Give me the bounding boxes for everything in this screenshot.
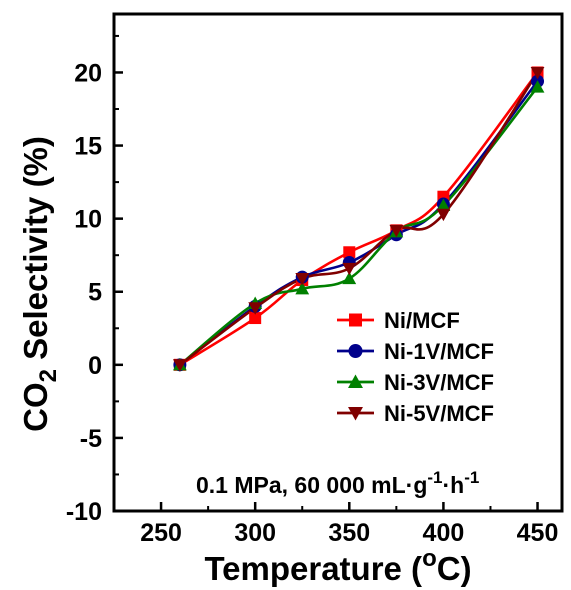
data-point-series-4: [530, 66, 545, 80]
data-point-series-4: [436, 208, 451, 222]
data-point-series-4: [389, 224, 404, 238]
tick-labels: 250 300 350 400 450 -10 -5 0 5 10 15 20: [66, 59, 559, 547]
y-tick-label: 10: [74, 206, 102, 234]
data-point-series-3: [342, 271, 357, 285]
data-point-series-3: [436, 198, 451, 212]
x-tick-label: 400: [423, 519, 465, 547]
legend-marker-4: [348, 407, 363, 421]
data-point-series-1: [249, 312, 262, 325]
y-axis-title-sub: 2: [35, 369, 62, 382]
x-tick-label: 450: [517, 519, 559, 547]
series-markers: [172, 66, 545, 372]
y-tick-label: 15: [74, 133, 102, 161]
y-axis-title-main: CO: [17, 382, 54, 432]
annotation-prefix: 0.1 MPa, 60 000 mL·g: [196, 472, 427, 498]
legend-marker-1: [349, 313, 362, 327]
legend-marker-2: [348, 344, 363, 358]
data-point-series-4: [248, 302, 263, 315]
annotation-sup-2: -1: [464, 468, 479, 487]
y-axis-title: CO2 Selectivity (%): [17, 136, 62, 432]
annotation-sup-1: -1: [427, 468, 442, 487]
y-axis-title-tail: Selectivity (%): [17, 136, 54, 369]
legend-label-2: Ni-1V/MCF: [384, 339, 494, 364]
x-axis-title-tail: C): [437, 550, 472, 587]
x-tick-label: 350: [328, 519, 370, 547]
data-point-series-3: [295, 281, 310, 295]
data-point-series-4: [172, 359, 187, 372]
data-point-series-1: [343, 246, 356, 259]
x-axis-title: Temperature (oC): [204, 545, 471, 587]
y-tick-label: 5: [88, 279, 102, 307]
y-tick-label: 0: [88, 352, 102, 380]
legend-label-4: Ni-5V/MCF: [384, 401, 494, 426]
x-tick-label: 250: [140, 519, 182, 547]
x-axis-title-sup: o: [422, 545, 437, 572]
y-tick-label: -10: [66, 498, 102, 526]
x-tick-label: 300: [234, 519, 276, 547]
data-point-series-4: [295, 273, 310, 286]
y-tick-label: 20: [74, 59, 102, 87]
legend: Ni/MCF Ni-1V/MCF Ni-3V/MCF Ni-5V/MCF: [337, 308, 494, 426]
x-axis-title-main: Temperature (: [204, 550, 422, 587]
data-point-series-4: [342, 262, 357, 276]
annotation-middle: ·h: [443, 472, 465, 498]
legend-marker-3: [348, 374, 363, 388]
y-tick-label: -5: [80, 425, 102, 453]
conditions-annotation: 0.1 MPa, 60 000 mL·g-1·h-1: [196, 468, 479, 498]
legend-label-3: Ni-3V/MCF: [384, 370, 494, 395]
plot-frame: [112, 12, 564, 513]
data-point-series-3: [530, 80, 545, 93]
legend-label-1: Ni/MCF: [384, 308, 460, 333]
